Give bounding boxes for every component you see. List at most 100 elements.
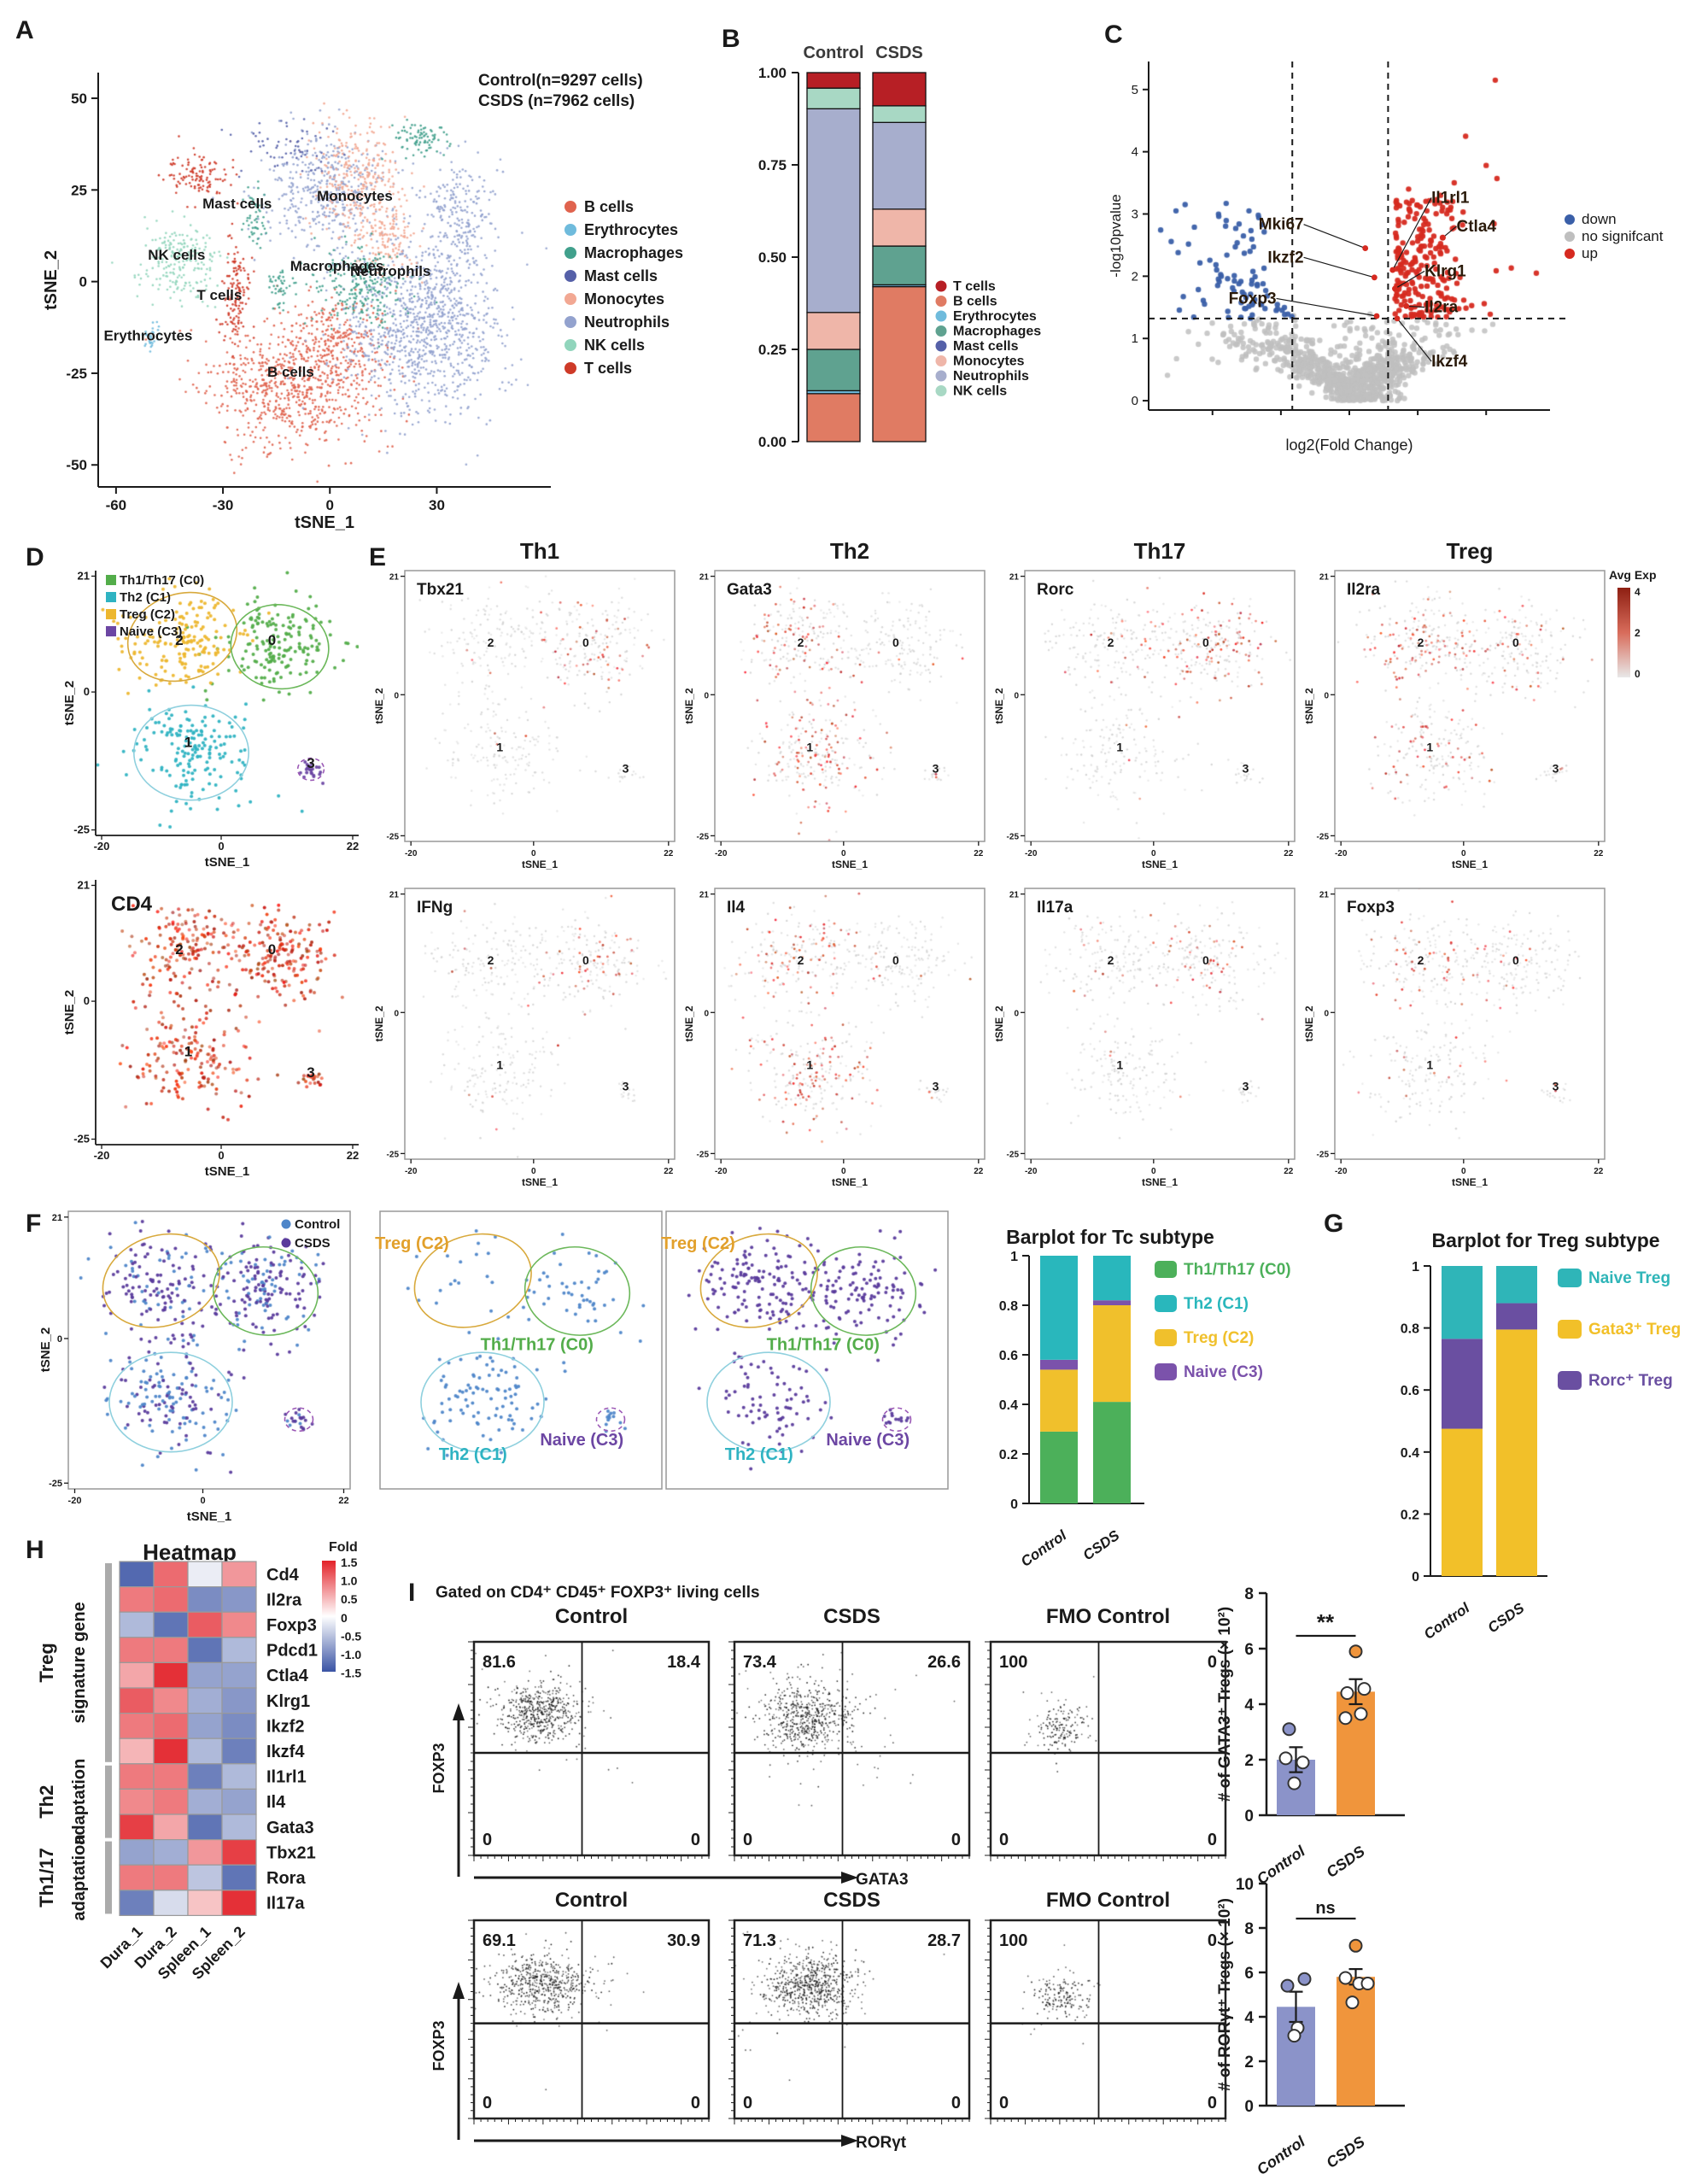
tsne-ytick: -25 (1317, 1150, 1330, 1159)
d-legend-label: Treg (C2) (120, 607, 175, 622)
h-cell (153, 1611, 189, 1638)
f-bar-legend-label: Th2 (C1) (1184, 1295, 1249, 1313)
h-cell (119, 1637, 155, 1664)
f-region-label: Treg (C2) (661, 1234, 735, 1253)
cluster-number: 1 (806, 1058, 813, 1071)
c-gene-dot (1362, 245, 1369, 251)
e-colorbar-tick: 0 (1635, 668, 1641, 680)
g-bar-cat: Control (1421, 1599, 1473, 1643)
panel-c-xlabel: log2(Fold Change) (1285, 437, 1413, 454)
c-gene-label: Ctla4 (1457, 218, 1497, 236)
d-legend-swatch (106, 575, 116, 585)
h-cell (119, 1661, 155, 1689)
g-bar-cat: CSDS (1485, 1599, 1528, 1636)
f-bar-ytick: 1 (1010, 1250, 1018, 1264)
panel-h-title: Heatmap (143, 1539, 237, 1565)
h-row-label: Foxp3 (266, 1616, 317, 1635)
f-bar-segment (1093, 1402, 1131, 1503)
h-cell (119, 1712, 155, 1739)
tsne-ytick: 0 (1014, 1009, 1019, 1018)
h-group-bar (105, 1765, 112, 1838)
cluster-number: 1 (806, 740, 813, 753)
g-legend-swatch (1558, 1371, 1582, 1390)
f-legend-dot (281, 1219, 291, 1229)
e-column-title: Th2 (830, 538, 869, 564)
tsne-xtick: 0 (1461, 849, 1466, 858)
tsne-xtick: 0 (1151, 849, 1156, 858)
h-cell (119, 1814, 155, 1841)
cluster-outline (102, 1233, 220, 1328)
g-bar-segment (1442, 1266, 1483, 1339)
h-row-label: Pdcd1 (266, 1642, 318, 1661)
a-xtick: 0 (326, 497, 334, 513)
tsne-xtick: -20 (405, 1167, 418, 1176)
tsne-border (379, 1210, 663, 1490)
b-legend-dot (935, 310, 947, 322)
e-colorbar-tick: 4 (1635, 586, 1641, 598)
panel-d-xlabel-top: tSNE_1 (205, 855, 250, 870)
tsne-ytick: -25 (697, 1150, 710, 1159)
b-legend-dot (935, 370, 947, 382)
tsne-xtick: -20 (68, 1496, 82, 1506)
cluster-number: 3 (1553, 761, 1559, 775)
panel-h-colorbar-title: Fold (329, 1540, 358, 1555)
e-colorbar-title: Avg Exp (1609, 568, 1657, 582)
i-flow-title: Control (555, 1889, 628, 1912)
cluster-number: 1 (184, 735, 192, 751)
a-annotation: Neutrophils (350, 263, 430, 279)
cluster-number: 0 (268, 941, 276, 958)
cluster-outline (212, 1245, 319, 1336)
i-quad-br: 0 (951, 2094, 961, 2112)
i-quad-tr: 0 (1208, 1653, 1217, 1672)
e-xlabel: tSNE_1 (1452, 858, 1488, 870)
tsne-xtick: 22 (664, 849, 674, 858)
tsne-xtick: 0 (218, 1149, 224, 1162)
tsne-xtick: 22 (347, 840, 359, 853)
c-gene-label: Foxp3 (1229, 290, 1277, 308)
a-annotation: Macrophages (290, 258, 384, 274)
a-legend-dot (564, 224, 576, 236)
f-bar-legend-label: Naive (C3) (1184, 1363, 1263, 1381)
i-quad-br: 0 (1208, 1831, 1217, 1849)
h-cell (153, 1687, 189, 1714)
h-cell (187, 1637, 223, 1664)
h-cell (153, 1864, 189, 1891)
tsne-border (67, 1210, 351, 1490)
panel-d-ylabel-top: tSNE_2 (62, 681, 77, 726)
h-colorbar-tick: -1.0 (341, 1648, 361, 1661)
cluster-number: 3 (1243, 761, 1249, 775)
f-region-label: Th1/Th17 (C0) (767, 1336, 880, 1355)
b-legend-label: Mast cells (953, 339, 1019, 354)
h-row-label: Il17a (266, 1895, 305, 1913)
cluster-outline (699, 1233, 818, 1328)
cluster-outline (284, 1407, 314, 1433)
i-flow-ticks (728, 1919, 970, 2124)
g-legend-swatch (1558, 1320, 1582, 1339)
e-gene-label: Il4 (727, 899, 746, 917)
cluster-outline (413, 1233, 532, 1328)
panel-i-ylabel-row1: FOXP3 (430, 1743, 447, 1793)
i-data-point (1338, 1971, 1353, 1985)
e-colorbar-tick: 2 (1635, 627, 1641, 639)
i-quad-bl: 0 (743, 2094, 752, 2112)
panel-d-label: D (26, 543, 44, 571)
h-cell (153, 1890, 189, 1917)
h-colorbar-tick: -1.5 (341, 1667, 361, 1680)
a-ytick: 50 (71, 91, 87, 107)
c-ytick: 5 (1132, 83, 1138, 97)
i-flow-title: CSDS (823, 1605, 880, 1628)
cluster-number: 1 (1116, 740, 1123, 753)
tsne-xtick: -20 (715, 849, 728, 858)
a-legend-dot (564, 270, 576, 282)
tsne-ytick: 21 (1009, 573, 1020, 583)
i-quad-br: 0 (1208, 2094, 1217, 2112)
c-gene-dot (1373, 313, 1380, 319)
g-bar-segment (1442, 1339, 1483, 1429)
i-data-point (1360, 1977, 1375, 1990)
h-cell (119, 1561, 155, 1588)
tsne-ytick: 0 (1014, 691, 1019, 700)
f-legend-label: Control (295, 1217, 340, 1232)
cluster-outline (230, 604, 330, 690)
f-bar-segment (1040, 1256, 1078, 1360)
